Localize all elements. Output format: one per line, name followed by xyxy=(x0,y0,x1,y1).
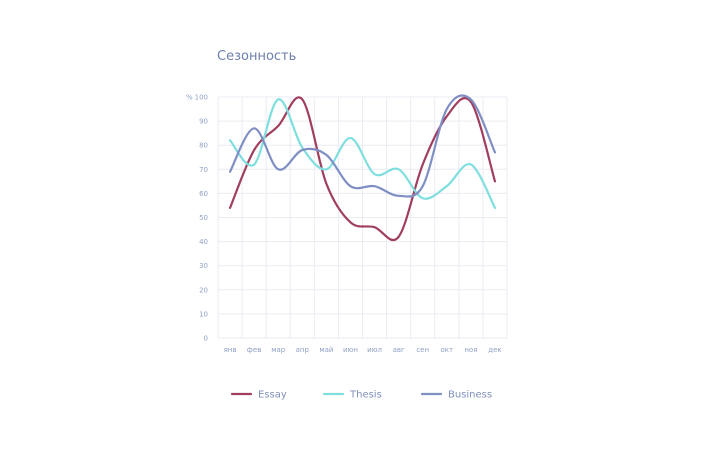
x-tick-label: дек xyxy=(488,346,501,354)
x-tick-label: мар xyxy=(271,346,286,354)
x-tick-label: ноя xyxy=(464,346,477,354)
x-tick-label: апр xyxy=(296,346,310,354)
x-tick-label: июн xyxy=(343,346,358,354)
y-tick-label: 70 xyxy=(199,166,208,174)
series-line-thesis xyxy=(228,98,497,209)
legend: Essay Thesis Business xyxy=(230,390,492,401)
chart-grid xyxy=(217,96,508,339)
x-tick-label: сен xyxy=(416,346,429,354)
y-tick-label: 0 xyxy=(204,335,208,343)
y-tick-label: 20 xyxy=(199,286,208,294)
y-axis-unit-label: % xyxy=(186,94,193,102)
y-tick-label: 100 xyxy=(195,94,208,102)
y-tick-label: 60 xyxy=(199,190,208,198)
x-tick-label: авг xyxy=(393,346,405,354)
x-tick-label: май xyxy=(319,346,333,354)
y-axis-ticks: 0 10 20 30 40 50 60 70 80 90 100 xyxy=(195,94,208,343)
y-tick-label: 10 xyxy=(199,310,208,318)
series-lines xyxy=(228,94,497,242)
series-line-business xyxy=(228,94,497,198)
legend-label-business: Business xyxy=(448,390,492,401)
y-tick-label: 40 xyxy=(199,238,208,246)
x-tick-label: фев xyxy=(247,346,261,354)
x-axis-ticks: янв фев мар апр май июн июл авг сен окт ноя дек xyxy=(224,346,502,354)
legend-label-essay: Essay xyxy=(258,390,287,401)
y-tick-label: 50 xyxy=(199,214,208,222)
chart-title: Сезонность xyxy=(217,49,297,64)
legend-label-thesis: Thesis xyxy=(349,390,382,401)
x-tick-label: окт xyxy=(440,346,453,354)
x-tick-label: июл xyxy=(367,346,382,354)
series-line-essay xyxy=(228,96,497,242)
y-tick-label: 80 xyxy=(199,142,208,150)
y-tick-label: 30 xyxy=(199,262,208,270)
y-tick-label: 90 xyxy=(199,118,208,126)
x-tick-label: янв xyxy=(224,346,237,354)
